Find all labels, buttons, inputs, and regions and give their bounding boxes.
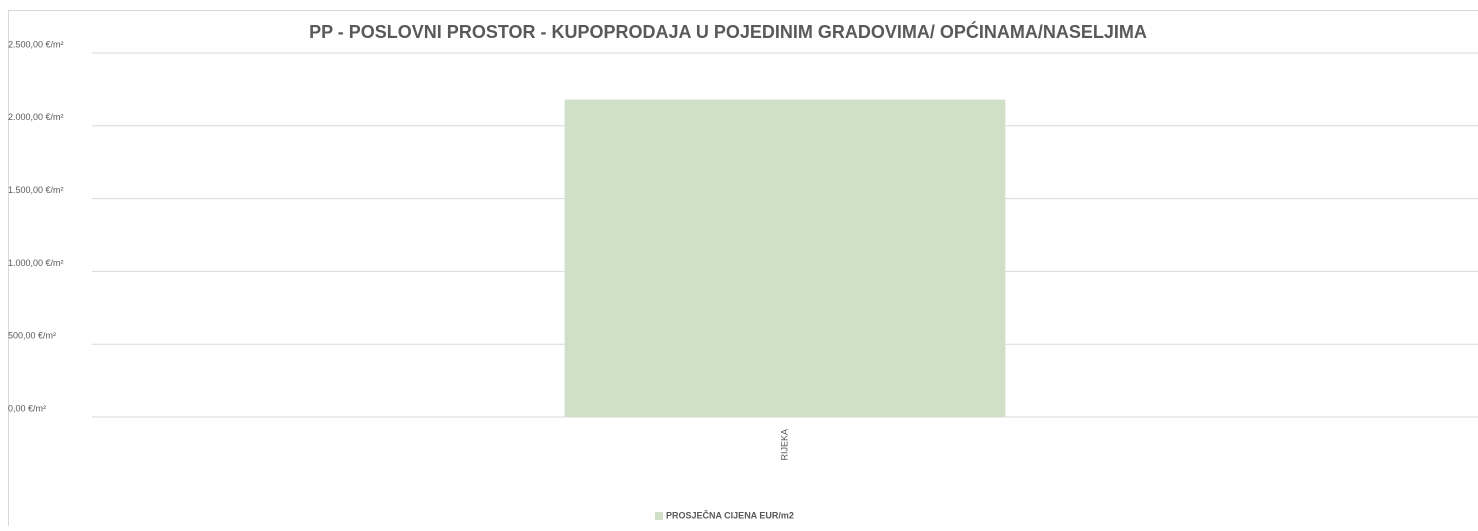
chart-title: PP - POSLOVNI PROSTOR - KUPOPRODAJA U PO… (309, 21, 1147, 42)
x-tick-label: RIJEKA (779, 429, 789, 461)
y-tick-label: 0,00 €/m² (8, 403, 46, 413)
y-tick-label: 1.500,00 €/m² (8, 185, 64, 195)
legend-swatch (655, 512, 663, 520)
y-tick-label: 500,00 €/m² (8, 331, 56, 341)
legend-label: PROSJEČNA CIJENA EUR/m2 (666, 509, 794, 520)
y-tick-label: 1.000,00 €/m² (8, 258, 64, 268)
bar (565, 100, 1006, 417)
y-tick-label: 2.000,00 €/m² (8, 112, 64, 122)
y-tick-label: 2.500,00 €/m² (8, 39, 64, 49)
